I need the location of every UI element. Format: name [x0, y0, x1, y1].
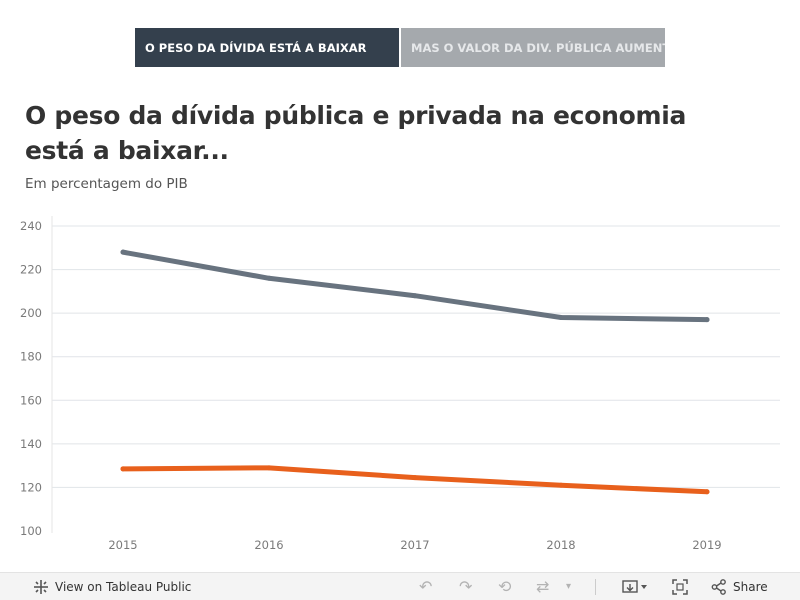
undo-icon[interactable]: ↶: [419, 577, 433, 596]
download-glyph: [622, 579, 647, 593]
line-chart: 100 120 140 160 180 200 220 240 2015 2016 2017 2018…: [20, 216, 780, 552]
data-point: [412, 475, 418, 481]
data-point: [266, 275, 272, 281]
x-tick-label: 2019: [692, 538, 721, 552]
fullscreen-glyph: [672, 578, 688, 595]
y-tick-label: 180: [20, 350, 42, 364]
data-point: [120, 249, 126, 255]
x-tick-label: 2015: [108, 538, 137, 552]
share-label: Share: [733, 579, 768, 594]
data-point: [704, 317, 710, 323]
data-point: [558, 315, 564, 320]
data-point: [120, 466, 126, 472]
share-icon: [711, 578, 726, 595]
dashboard-tabs: O PESO DA DÍVIDA ESTÁ A BAIXAR MAS O VAL…: [135, 28, 665, 67]
y-tick-label: 120: [20, 480, 42, 494]
x-tick-label: 2016: [254, 538, 283, 552]
toolbar-divider: [595, 573, 596, 600]
view-on-tableau-label: View on Tableau Public: [55, 579, 192, 594]
revert-icon[interactable]: ⟲: [498, 577, 512, 596]
y-tick-label: 200: [20, 306, 42, 320]
download-icon[interactable]: [622, 573, 648, 600]
data-point: [558, 482, 564, 488]
tableau-logo-icon: [34, 579, 48, 594]
x-tick-label: 2017: [400, 538, 429, 552]
y-tick-label: 220: [20, 263, 42, 277]
refresh-icon[interactable]: ⇄: [536, 577, 550, 596]
fullscreen-icon[interactable]: [672, 573, 688, 600]
data-point: [412, 293, 418, 299]
chart-title: O peso da dívida pública e privada na ec…: [25, 101, 687, 165]
chart-subtitle: Em percentagem do PIB: [25, 176, 188, 192]
redo-icon[interactable]: ↷: [459, 577, 473, 596]
view-on-tableau-link[interactable]: View on Tableau Public: [33, 573, 191, 600]
data-point: [266, 465, 272, 471]
y-tick-label: 100: [20, 524, 42, 538]
pause-dropdown-icon[interactable]: ▾: [566, 581, 572, 592]
y-tick-label: 140: [20, 437, 42, 451]
y-tick-label: 160: [20, 393, 42, 407]
tab-public-debt-value[interactable]: MAS O VALOR DA DIV. PÚBLICA AUMENTA: [401, 28, 665, 67]
series-line-1: [120, 249, 710, 323]
x-tick-label: 2018: [546, 538, 575, 552]
data-point: [704, 489, 710, 495]
tableau-toolbar: View on Tableau Public ↶ ↷ ⟲ ⇄ ▾ Share: [0, 572, 800, 600]
y-tick-label: 240: [20, 219, 42, 233]
tab-debt-weight[interactable]: O PESO DA DÍVIDA ESTÁ A BAIXAR: [135, 28, 399, 67]
share-button[interactable]: Share: [711, 573, 768, 600]
